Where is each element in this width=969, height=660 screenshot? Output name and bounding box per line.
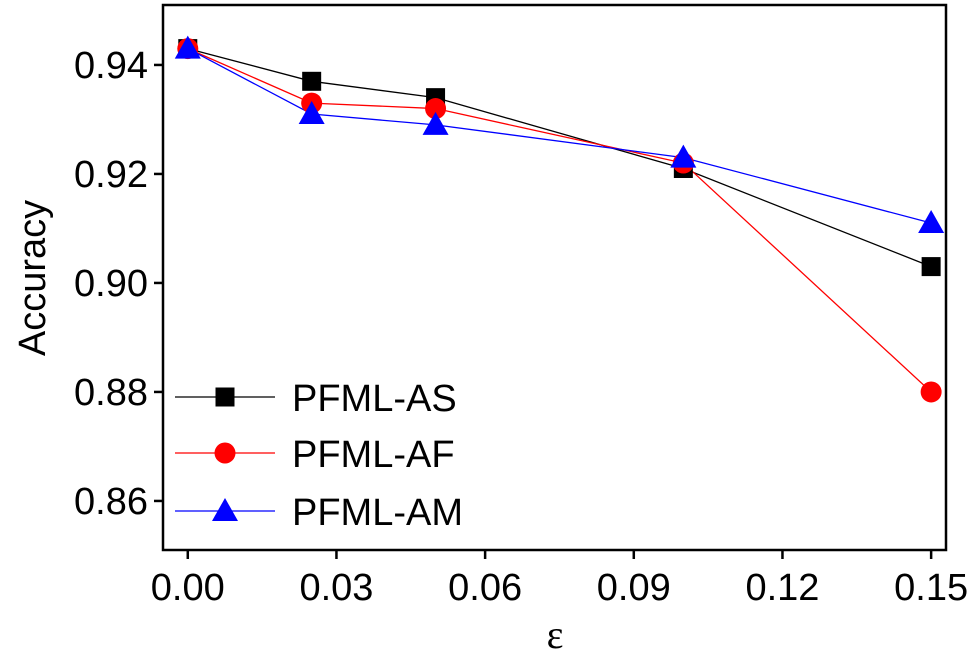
- legend-item-pfml-am: PFML-AM: [175, 492, 463, 534]
- x-tick-label: 0.09: [597, 567, 671, 609]
- legend-marker: [212, 498, 238, 521]
- legend-label: PFML-AS: [292, 378, 457, 420]
- plot-layer: [174, 35, 945, 403]
- y-tick-label: 0.90: [74, 263, 148, 305]
- data-point-pfml-as: [302, 71, 322, 91]
- legend-marker: [214, 442, 236, 464]
- y-tick-label: 0.88: [74, 372, 148, 414]
- data-point-pfml-am: [174, 35, 201, 59]
- x-axis: 0.00 0.03 0.06 0.09 0.12 0.15: [151, 550, 968, 609]
- x-tick-label: 0.06: [448, 567, 522, 609]
- data-point-pfml-af: [920, 381, 942, 403]
- data-point-pfml-as: [921, 257, 941, 277]
- data-point-pfml-am: [670, 144, 697, 168]
- legend: PFML-AS PFML-AF PFML-AM: [175, 378, 463, 534]
- x-axis-label: ε: [547, 612, 564, 657]
- y-axis: 0.86 0.88 0.90 0.92 0.94: [74, 45, 163, 523]
- data-point-pfml-am: [918, 210, 945, 233]
- series-line-pfml-as: [187, 47, 932, 268]
- y-tick-label: 0.92: [74, 154, 148, 196]
- legend-item-pfml-af: PFML-AF: [175, 434, 455, 476]
- data-point-pfml-af: [425, 98, 447, 120]
- y-tick-label: 0.94: [74, 45, 148, 87]
- y-axis-label: Accuracy: [12, 200, 54, 356]
- legend-marker: [215, 387, 235, 407]
- x-tick-label: 0.00: [151, 567, 225, 609]
- x-tick-label: 0.15: [894, 567, 968, 609]
- data-point-pfml-am: [422, 111, 449, 135]
- legend-label: PFML-AM: [292, 492, 463, 534]
- data-point-pfml-am: [298, 101, 325, 124]
- legend-item-pfml-as: PFML-AS: [175, 378, 457, 420]
- x-tick-label: 0.03: [299, 567, 373, 609]
- y-tick-label: 0.86: [74, 481, 148, 523]
- series-line-pfml-af: [187, 48, 932, 393]
- plot-frame: [161, 3, 948, 552]
- legend-label: PFML-AF: [292, 434, 455, 476]
- x-tick-label: 0.12: [745, 567, 819, 609]
